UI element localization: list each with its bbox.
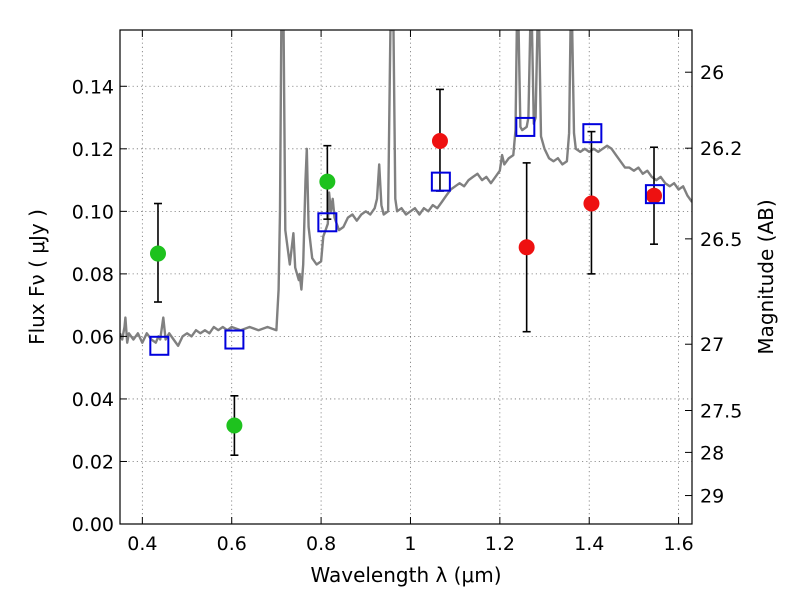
mag-tick-label: 26.2	[700, 138, 742, 160]
model-square-point	[317, 212, 338, 233]
y-tick-label: 0.12	[72, 139, 114, 161]
y-tick-label: 0.06	[72, 326, 114, 348]
flux-point	[431, 132, 448, 149]
y-tick-label: 0.14	[72, 76, 114, 98]
mag-tick-label: 27	[700, 334, 724, 356]
mag-tick-label: 26.5	[700, 229, 742, 251]
x-axis-label: Wavelength λ (μm)	[310, 563, 501, 587]
error-bars	[153, 88, 659, 457]
model-square-point	[644, 184, 665, 205]
model-square-point	[149, 335, 170, 356]
y-tick-label: 0.00	[72, 514, 114, 536]
mag-tick-label: 26	[700, 62, 724, 84]
flux-point	[646, 187, 663, 204]
spectrum-line	[120, 30, 692, 347]
y-tick-label: 0.04	[72, 389, 114, 411]
mag-tick-label: 27.5	[700, 401, 742, 423]
x-tick-label: 0.8	[306, 533, 336, 555]
y2-axis-label: Magnitude (AB)	[754, 199, 778, 354]
y-tick-label: 0.08	[72, 264, 114, 286]
model-spectrum	[120, 30, 692, 347]
y-tick-label: 0.10	[72, 201, 114, 223]
plot-frame	[119, 29, 693, 525]
y-tick-label: 0.02	[72, 451, 114, 473]
photometry-markers	[149, 116, 665, 434]
model-square-point	[582, 123, 603, 144]
y-axis-label: Flux Fν ( μJy )	[25, 209, 49, 345]
axis-ticks: 0.4 0.6 0.8 1 1.2 1.4 1.6 0.00 0.02 0.04 0.06 0.08 0…	[72, 30, 742, 555]
flux-point	[149, 245, 166, 262]
flux-point	[583, 195, 600, 212]
model-square-point	[430, 171, 451, 192]
model-square-point	[224, 329, 245, 350]
grid-lines	[120, 30, 692, 525]
model-square-point	[515, 116, 536, 137]
x-tick-label: 1.2	[485, 533, 515, 555]
x-tick-label: 1.6	[663, 533, 693, 555]
flux-point	[518, 239, 535, 256]
x-tick-label: 1.4	[574, 533, 604, 555]
mag-tick-label: 28	[700, 442, 724, 464]
x-tick-label: 0.6	[217, 533, 247, 555]
mag-tick-label: 29	[700, 486, 724, 508]
flux-point	[319, 173, 336, 190]
x-tick-label: 0.4	[127, 533, 157, 555]
x-tick-label: 1	[404, 533, 416, 555]
flux-point	[226, 417, 243, 434]
